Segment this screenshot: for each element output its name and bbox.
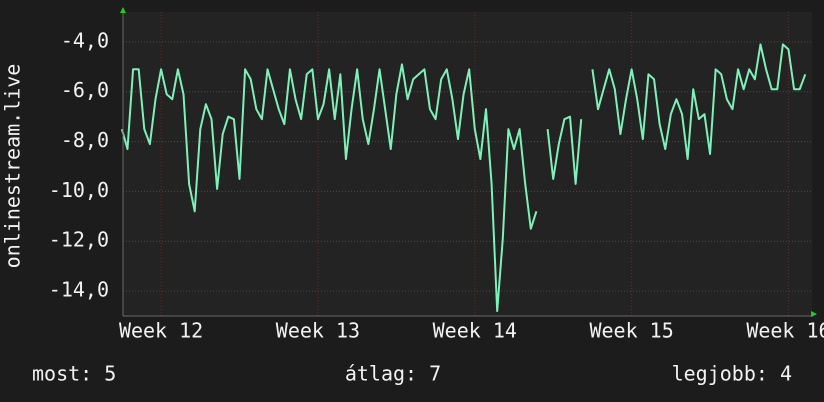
- footer-current: most: 5: [32, 362, 116, 386]
- x-tick-label: Week 16: [746, 319, 824, 343]
- plot-area: [123, 12, 812, 316]
- line: [120, 43, 807, 313]
- y-tick-label: -12,0: [49, 228, 109, 252]
- grid: [123, 12, 812, 316]
- y-tick-label: -14,0: [49, 278, 109, 302]
- footer-best: legjobb: 4: [672, 362, 792, 386]
- x-axis-arrow: [811, 311, 817, 317]
- y-tick-label: -4,0: [61, 28, 109, 52]
- y-axis-arrow: [120, 7, 126, 13]
- x-tick-label: Week 12: [119, 319, 203, 343]
- y-tick-label: -10,0: [49, 178, 109, 202]
- y-axis-title: onlinestream.live: [1, 64, 25, 269]
- x-tick-label: Week 14: [433, 319, 517, 343]
- x-tick-label: Week 15: [589, 319, 673, 343]
- y-tick-label: -6,0: [61, 78, 109, 102]
- x-tick-label: Week 13: [276, 319, 360, 343]
- y-tick-label: -8,0: [61, 128, 109, 152]
- plot: [120, 43, 807, 313]
- footer-average: átlag: 7: [345, 362, 441, 386]
